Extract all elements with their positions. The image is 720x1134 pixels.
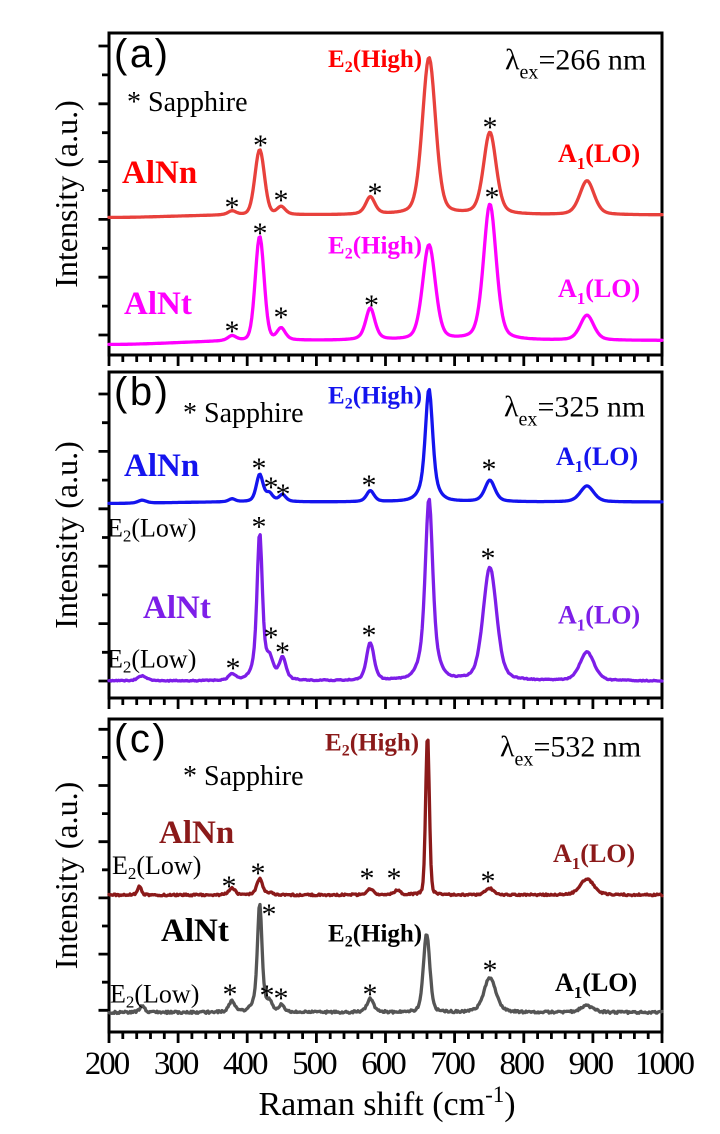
svg-text:AlNt: AlNt — [161, 913, 229, 949]
svg-text:*: * — [276, 478, 291, 511]
svg-text:(c): (c) — [114, 717, 168, 761]
svg-text:900: 900 — [569, 1046, 614, 1082]
svg-text:AlNt: AlNt — [124, 286, 192, 322]
svg-text:*: * — [226, 652, 241, 685]
svg-text:*: * — [275, 636, 290, 669]
svg-text:A1(LO): A1(LO) — [558, 601, 640, 635]
svg-text:*: * — [225, 191, 240, 224]
svg-text:λex=532 nm: λex=532 nm — [500, 731, 641, 771]
svg-text:*: * — [481, 542, 496, 575]
svg-text:Intensity (a.u.): Intensity (a.u.) — [48, 782, 84, 970]
svg-text:*: * — [482, 453, 497, 486]
svg-text:800: 800 — [499, 1046, 544, 1082]
svg-text:A1(LO): A1(LO) — [555, 968, 637, 1002]
svg-text:*: * — [252, 452, 267, 485]
svg-text:*: * — [362, 469, 377, 502]
svg-text:*: * — [253, 129, 268, 162]
svg-text:Intensity (a.u.): Intensity (a.u.) — [48, 441, 84, 629]
svg-text:E2(High): E2(High) — [328, 921, 422, 951]
svg-text:Raman shift (cm-1): Raman shift (cm-1) — [258, 1082, 515, 1123]
svg-text:*: * — [223, 978, 238, 1011]
svg-text:E2(High): E2(High) — [325, 730, 419, 760]
svg-text:*: * — [368, 177, 383, 210]
svg-text:E2(High): E2(High) — [328, 233, 422, 263]
svg-text:*: * — [264, 621, 279, 654]
svg-text:λex=266 nm: λex=266 nm — [505, 44, 646, 84]
svg-text:AlNn: AlNn — [159, 815, 234, 851]
svg-text:200: 200 — [85, 1046, 130, 1082]
svg-text:500: 500 — [292, 1046, 337, 1082]
svg-text:λex=325 nm: λex=325 nm — [504, 391, 645, 431]
svg-text:*: * — [252, 511, 267, 544]
svg-text:*: * — [222, 870, 237, 903]
svg-text:1000: 1000 — [635, 1046, 695, 1082]
svg-text:Intensity (a.u.): Intensity (a.u.) — [48, 100, 84, 288]
svg-text:*: * — [274, 301, 289, 334]
svg-text:*: * — [260, 979, 275, 1012]
svg-text:*: * — [364, 289, 379, 322]
svg-text:400: 400 — [223, 1046, 268, 1082]
svg-text:E2(Low): E2(Low) — [107, 645, 196, 677]
svg-text:*: * — [264, 471, 279, 504]
svg-text:*: * — [251, 857, 266, 890]
svg-text:*: * — [363, 978, 378, 1011]
svg-text:E2(Low): E2(Low) — [110, 980, 199, 1012]
svg-text:*: * — [274, 184, 289, 217]
svg-text:E2(Low): E2(Low) — [112, 851, 201, 883]
svg-text:300: 300 — [154, 1046, 199, 1082]
svg-text:(b): (b) — [114, 370, 170, 414]
svg-text:E2(High): E2(High) — [328, 383, 422, 413]
svg-text:* Sapphire: * Sapphire — [183, 398, 304, 429]
svg-text:* Sapphire: * Sapphire — [127, 87, 248, 118]
svg-text:*: * — [225, 315, 240, 348]
svg-text:*: * — [481, 865, 496, 898]
svg-text:AlNn: AlNn — [122, 155, 197, 191]
svg-text:A1(LO): A1(LO) — [556, 442, 638, 476]
svg-text:*: * — [362, 619, 377, 652]
svg-text:600: 600 — [361, 1046, 406, 1082]
svg-text:*: * — [253, 217, 268, 250]
svg-text:*: * — [360, 862, 375, 895]
svg-text:700: 700 — [430, 1046, 475, 1082]
svg-text:*: * — [387, 862, 402, 895]
svg-text:*: * — [274, 982, 289, 1015]
svg-text:AlNt: AlNt — [143, 590, 211, 626]
svg-text:(a): (a) — [114, 32, 170, 76]
svg-text:E2(Low): E2(Low) — [107, 514, 196, 546]
svg-text:* Sapphire: * Sapphire — [183, 761, 304, 792]
svg-text:*: * — [483, 111, 498, 144]
svg-text:E2(High): E2(High) — [328, 46, 422, 76]
svg-text:*: * — [483, 954, 498, 987]
svg-text:A1(LO): A1(LO) — [553, 839, 635, 873]
svg-text:A1(LO): A1(LO) — [558, 139, 640, 173]
svg-text:*: * — [262, 898, 277, 931]
svg-text:AlNn: AlNn — [124, 448, 199, 484]
svg-text:*: * — [485, 181, 500, 214]
svg-text:A1(LO): A1(LO) — [558, 274, 640, 308]
